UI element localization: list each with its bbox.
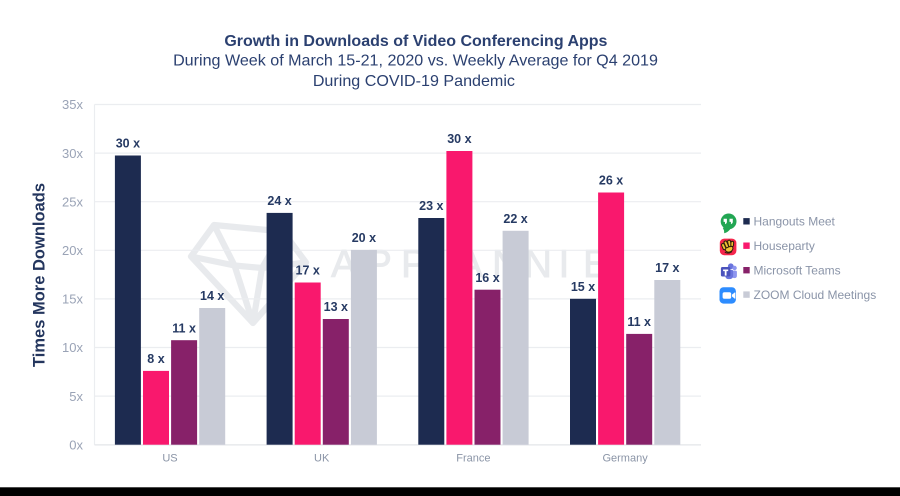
svg-text:US: US (162, 453, 177, 465)
svg-text:15 x: 15 x (571, 280, 595, 294)
svg-text:16 x: 16 x (475, 271, 499, 285)
svg-text:25x: 25x (62, 194, 83, 209)
svg-text:10x: 10x (62, 340, 83, 355)
svg-text:During Week of March 15-21, 20: During Week of March 15-21, 2020 vs. Wee… (173, 52, 658, 70)
svg-text:Houseparty: Houseparty (754, 239, 815, 253)
svg-text:14 x: 14 x (200, 289, 224, 303)
svg-text:Microsoft Teams: Microsoft Teams (754, 264, 841, 278)
svg-text:15x: 15x (62, 292, 83, 307)
svg-text:5x: 5x (69, 389, 83, 404)
svg-text:11 x: 11 x (172, 321, 196, 335)
svg-text:17 x: 17 x (296, 264, 320, 278)
svg-text:I: I (559, 243, 570, 286)
svg-text:30x: 30x (62, 146, 83, 161)
svg-text:23 x: 23 x (419, 199, 443, 213)
svg-text:11 x: 11 x (627, 315, 651, 329)
svg-text:Germany: Germany (602, 453, 648, 465)
svg-text:During COVID-19 Pandemic: During COVID-19 Pandemic (313, 72, 515, 90)
svg-text:8 x: 8 x (147, 352, 164, 366)
svg-text:Hangouts Meet: Hangouts Meet (754, 215, 836, 229)
svg-text:22 x: 22 x (503, 212, 527, 226)
svg-text:France: France (456, 453, 490, 465)
svg-text:20 x: 20 x (352, 231, 376, 245)
svg-text:Times More Downloads: Times More Downloads (31, 183, 49, 367)
svg-text:UK: UK (314, 453, 330, 465)
svg-text:13 x: 13 x (324, 300, 348, 314)
svg-text:26 x: 26 x (599, 174, 623, 188)
svg-text:20x: 20x (62, 243, 83, 258)
svg-text:35x: 35x (62, 97, 83, 112)
svg-text:30 x: 30 x (116, 137, 140, 151)
svg-text:ZOOM Cloud Meetings: ZOOM Cloud Meetings (754, 288, 877, 302)
svg-text:Growth in Downloads of Video C: Growth in Downloads of Video Conferencin… (224, 33, 607, 50)
svg-text:24 x: 24 x (267, 194, 291, 208)
svg-text:0x: 0x (69, 437, 83, 452)
svg-text:30 x: 30 x (447, 132, 471, 146)
svg-text:17 x: 17 x (655, 261, 679, 275)
